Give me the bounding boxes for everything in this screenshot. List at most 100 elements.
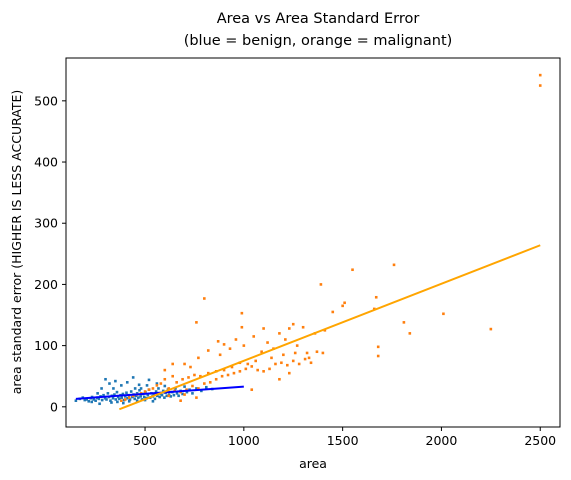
data-point xyxy=(111,396,115,400)
data-point xyxy=(183,385,186,388)
x-tick-label: 1000 xyxy=(228,433,260,448)
data-point xyxy=(153,397,157,401)
data-point xyxy=(143,390,147,393)
data-point xyxy=(146,393,150,397)
data-point xyxy=(262,370,265,373)
data-point xyxy=(100,387,103,390)
fit-lines xyxy=(75,244,541,411)
data-point xyxy=(256,368,259,372)
data-point xyxy=(185,390,189,394)
data-point xyxy=(163,396,166,399)
data-point xyxy=(489,327,493,331)
data-point xyxy=(158,395,161,399)
data-point xyxy=(278,377,281,381)
x-axis-ticks: 500 1000 1500 2000 2500 xyxy=(133,427,556,448)
data-point xyxy=(295,344,299,347)
data-point xyxy=(145,384,149,387)
data-point xyxy=(171,362,174,366)
y-tick-label: 300 xyxy=(34,216,58,231)
data-point xyxy=(155,384,159,387)
chart-subtitle: (blue = benign, orange = malignant) xyxy=(184,33,453,49)
data-point xyxy=(133,387,137,390)
data-point xyxy=(139,395,142,398)
data-point xyxy=(208,381,212,384)
data-point xyxy=(234,338,238,341)
data-point xyxy=(114,398,118,401)
data-point xyxy=(284,338,287,341)
data-point xyxy=(97,397,101,401)
data-point xyxy=(252,335,256,338)
data-point xyxy=(87,400,91,403)
data-point xyxy=(270,356,273,360)
data-point xyxy=(96,392,99,395)
y-tick-label: 500 xyxy=(34,93,58,108)
data-point xyxy=(154,390,158,393)
data-point xyxy=(244,367,248,371)
data-point xyxy=(268,367,271,371)
data-point xyxy=(408,332,412,335)
data-point xyxy=(226,373,230,377)
data-point xyxy=(147,378,151,382)
data-point xyxy=(139,387,143,390)
data-point xyxy=(120,396,124,399)
data-point xyxy=(240,311,244,315)
data-point xyxy=(351,268,354,272)
data-point xyxy=(157,387,160,390)
data-point xyxy=(110,401,113,404)
data-point xyxy=(195,321,198,324)
data-point xyxy=(185,388,188,391)
data-point xyxy=(197,387,200,390)
data-point xyxy=(171,374,174,378)
data-point xyxy=(127,396,131,399)
y-tick-label: 0 xyxy=(50,399,58,414)
data-point xyxy=(287,371,291,375)
data-point xyxy=(175,381,178,384)
data-point xyxy=(102,393,105,397)
data-point xyxy=(189,365,192,369)
data-point xyxy=(115,390,119,394)
data-point xyxy=(291,322,295,326)
data-point xyxy=(165,394,169,398)
data-point xyxy=(83,398,87,402)
data-point xyxy=(161,389,165,393)
data-point xyxy=(94,399,97,402)
data-point xyxy=(203,382,206,385)
data-point xyxy=(123,398,127,401)
data-point xyxy=(181,392,184,396)
data-point xyxy=(203,297,206,300)
data-point xyxy=(122,401,125,405)
data-point xyxy=(125,391,128,395)
data-point xyxy=(303,357,307,361)
data-point xyxy=(205,385,208,389)
data-point xyxy=(116,400,119,404)
data-point xyxy=(118,397,121,401)
data-point xyxy=(230,365,234,369)
data-point xyxy=(98,402,101,406)
data-point xyxy=(307,356,311,360)
data-point xyxy=(120,399,123,402)
data-point xyxy=(152,393,156,396)
data-point xyxy=(109,399,112,402)
x-tick-label: 1500 xyxy=(327,433,359,448)
data-point xyxy=(220,374,224,378)
data-point xyxy=(280,361,283,365)
data-point xyxy=(260,350,263,354)
data-point xyxy=(200,389,203,393)
data-point xyxy=(172,393,176,397)
data-point xyxy=(90,400,93,404)
data-point xyxy=(402,321,406,324)
data-point xyxy=(293,351,297,355)
data-point xyxy=(228,347,232,350)
data-point xyxy=(262,327,265,330)
data-point xyxy=(163,368,167,372)
data-point xyxy=(100,398,104,402)
data-point xyxy=(105,398,108,401)
data-point xyxy=(129,390,133,393)
data-point xyxy=(121,392,125,396)
data-point xyxy=(155,382,159,385)
data-point xyxy=(287,327,291,330)
data-point xyxy=(131,394,135,398)
data-point xyxy=(169,395,173,398)
data-point xyxy=(222,368,226,372)
